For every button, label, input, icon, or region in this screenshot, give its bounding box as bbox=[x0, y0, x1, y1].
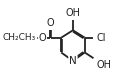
Text: CH₂CH₃: CH₂CH₃ bbox=[2, 33, 36, 42]
Text: OH: OH bbox=[65, 8, 80, 18]
Text: Cl: Cl bbox=[96, 33, 106, 43]
Text: N: N bbox=[69, 56, 77, 66]
Text: O: O bbox=[47, 18, 54, 28]
Text: O: O bbox=[38, 33, 46, 43]
Text: OH: OH bbox=[96, 60, 111, 70]
